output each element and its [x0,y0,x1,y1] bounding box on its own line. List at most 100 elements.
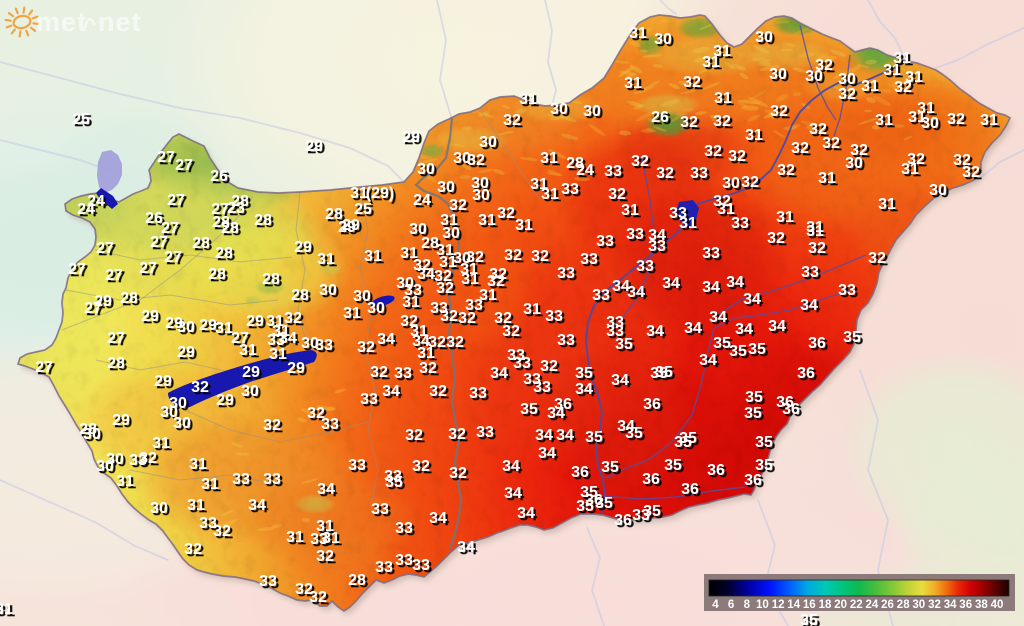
svg-text:35: 35 [713,335,731,352]
svg-text:32: 32 [502,323,520,340]
svg-text:31: 31 [624,75,642,92]
svg-text:34: 34 [726,274,744,291]
svg-text:32: 32 [770,103,788,120]
svg-text:31: 31 [461,271,479,288]
svg-text:31: 31 [317,251,335,268]
svg-text:28: 28 [192,235,210,252]
svg-text:28: 28 [291,287,309,304]
svg-text:26: 26 [145,210,163,227]
svg-text:34: 34 [248,497,266,514]
svg-text:29: 29 [246,313,264,330]
svg-text:33: 33 [476,424,494,441]
svg-text:36: 36 [614,512,632,529]
svg-text:28: 28 [215,245,233,262]
svg-text:32: 32 [894,79,912,96]
svg-text:33: 33 [838,282,856,299]
svg-text:4: 4 [712,599,719,611]
svg-text:30: 30 [453,250,471,267]
svg-text:34: 34 [944,599,957,611]
svg-text:8: 8 [744,599,751,611]
svg-text:31: 31 [530,176,548,193]
svg-text:31: 31 [187,497,205,514]
svg-text:29: 29 [242,364,260,381]
svg-text:30: 30 [96,458,114,475]
svg-text:34: 34 [535,427,553,444]
svg-text:28: 28 [107,355,125,372]
svg-text:28: 28 [262,271,280,288]
svg-text:33: 33 [606,314,624,331]
svg-text:29: 29 [294,239,312,256]
svg-text:35: 35 [800,612,818,626]
svg-text:33: 33 [596,233,614,250]
svg-text:32: 32 [540,358,558,375]
svg-text:34: 34 [648,227,666,244]
svg-text:29: 29 [216,392,234,409]
svg-text:26: 26 [881,599,894,611]
svg-text:29: 29 [342,217,360,234]
svg-text:28: 28 [79,421,97,438]
svg-text:30: 30 [722,175,740,192]
svg-text:31: 31 [239,342,257,359]
svg-text:30: 30 [805,68,823,85]
svg-text:34: 34 [382,383,400,400]
svg-text:34: 34 [709,309,727,326]
svg-text:32: 32 [434,268,452,285]
svg-text:31: 31 [116,473,134,490]
svg-text:33: 33 [199,515,217,532]
svg-text:33: 33 [690,165,708,182]
svg-text:31: 31 [717,201,735,218]
svg-text:34: 34 [538,445,556,462]
svg-text:34: 34 [457,539,475,556]
svg-text:29: 29 [338,219,356,236]
svg-text:32: 32 [405,427,423,444]
svg-text:32: 32 [449,197,467,214]
svg-text:33: 33 [394,365,412,382]
svg-text:33: 33 [561,181,579,198]
svg-text:32: 32 [429,383,447,400]
svg-text:32: 32 [191,379,209,396]
svg-text:24: 24 [576,162,594,179]
svg-text:24: 24 [413,192,431,209]
svg-text:27: 27 [167,192,185,209]
svg-text:18: 18 [819,599,832,611]
svg-text:32: 32 [838,86,856,103]
svg-text:32: 32 [868,250,886,267]
svg-text:29: 29 [154,373,172,390]
svg-text:29: 29 [94,293,112,310]
svg-text:32: 32 [962,164,980,181]
svg-text:32: 32 [184,541,202,558]
svg-text:30: 30 [437,179,455,196]
svg-text:32: 32 [370,364,388,381]
svg-text:34: 34 [768,318,786,335]
svg-text:34: 34 [800,297,818,314]
svg-text:35: 35 [748,341,766,358]
svg-text:32: 32 [808,240,826,257]
svg-text:27: 27 [211,201,229,218]
svg-text:32: 32 [307,405,325,422]
svg-text:14: 14 [787,599,800,611]
svg-text:30: 30 [177,319,195,336]
svg-text:34: 34 [377,331,395,348]
svg-text:32: 32 [316,548,334,565]
svg-text:30: 30 [654,31,672,48]
svg-text:30: 30 [453,150,471,167]
svg-text:34: 34 [412,333,430,350]
svg-text:32: 32 [446,334,464,351]
svg-text:28: 28 [212,214,230,231]
svg-text:31: 31 [893,50,911,67]
svg-text:31: 31 [806,223,824,240]
svg-text:36: 36 [643,396,661,413]
svg-text:28: 28 [421,235,439,252]
svg-text:31: 31 [714,90,732,107]
svg-text:30: 30 [169,395,187,412]
svg-text:32: 32 [309,589,327,606]
svg-text:27: 27 [231,330,249,347]
svg-text:32: 32 [504,247,522,264]
svg-text:33: 33 [430,300,448,317]
svg-text:28: 28 [120,290,138,307]
svg-text:36: 36 [744,472,762,489]
svg-text:34: 34 [417,266,435,283]
svg-text:28: 28 [254,212,272,229]
svg-text:25: 25 [72,111,90,128]
svg-text:33: 33 [267,332,285,349]
